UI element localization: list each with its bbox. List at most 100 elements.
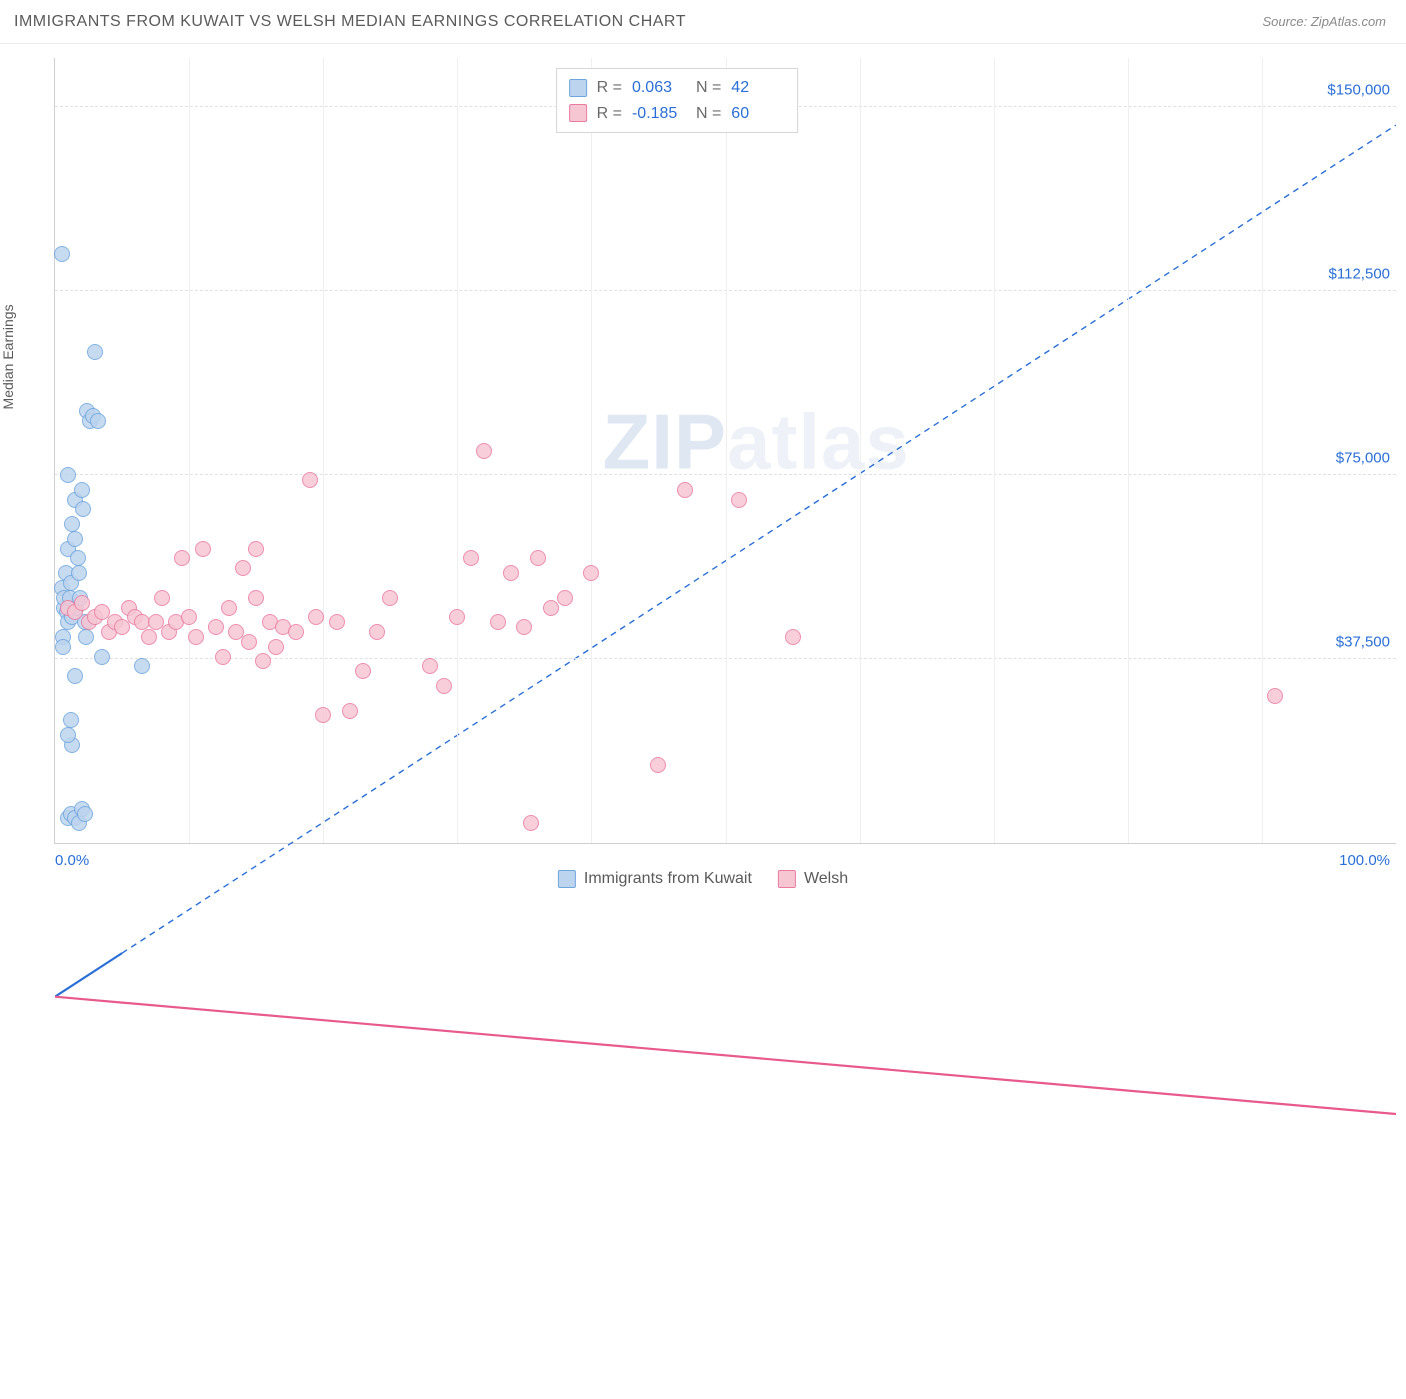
chart-area: Median Earnings ZIPatlas R =0.063N =42R … [38,48,1396,860]
data-point [530,550,546,566]
data-point [382,590,398,606]
stat-r-label: R = [597,101,622,127]
data-point [141,629,157,645]
y-tick-label: $150,000 [1327,82,1390,99]
data-point [255,653,271,669]
legend-label: Welsh [804,870,848,888]
source-label: Source: ZipAtlas.com [1262,14,1386,29]
data-point [78,629,94,645]
data-point [67,668,83,684]
gridline-v [457,58,458,843]
gridline-v [994,58,995,843]
data-point [54,246,70,262]
data-point [241,634,257,650]
stats-row: R = -0.185 N = 60 [569,101,786,127]
data-point [248,541,264,557]
series-swatch [569,104,587,122]
data-point [315,707,331,723]
stat-r-value: 0.063 [632,75,686,101]
gridline-v [726,58,727,843]
y-tick-label: $112,500 [1329,266,1390,283]
stat-n-value: 60 [731,101,785,127]
data-point [174,550,190,566]
gridline-v [1128,58,1129,843]
data-point [288,624,304,640]
series-swatch [558,870,576,888]
series-swatch [778,870,796,888]
gridline-v [591,58,592,843]
data-point [523,815,539,831]
legend: Immigrants from Kuwait Welsh [558,870,848,888]
data-point [60,727,76,743]
data-point [355,663,371,679]
data-point [90,413,106,429]
data-point [476,443,492,459]
data-point [154,590,170,606]
correlation-stats-box: R = 0.063 N = 42R = -0.185 N = 60 [556,68,799,133]
data-point [188,629,204,645]
gridline-v [323,58,324,843]
gridline-v [189,58,190,843]
data-point [221,600,237,616]
data-point [449,609,465,625]
data-point [134,658,150,674]
gridline-v [1262,58,1263,843]
data-point [543,600,559,616]
data-point [181,609,197,625]
data-point [503,565,519,581]
data-point [268,639,284,655]
data-point [55,639,71,655]
series-swatch [569,79,587,97]
data-point [60,467,76,483]
data-point [235,560,251,576]
data-point [63,712,79,728]
y-tick-label: $75,000 [1336,450,1390,467]
data-point [70,550,86,566]
data-point [308,609,324,625]
data-point [731,492,747,508]
data-point [195,541,211,557]
data-point [74,595,90,611]
stats-row: R =0.063N =42 [569,75,786,101]
gridline-v [860,58,861,843]
data-point [1267,688,1283,704]
legend-item: Immigrants from Kuwait [558,870,752,888]
y-axis-label: Median Earnings [0,304,16,409]
data-point [67,531,83,547]
data-point [114,619,130,635]
data-point [71,565,87,581]
stat-n-label: N = [696,75,721,101]
x-tick-max: 100.0% [1339,852,1390,869]
stat-n-label: N = [696,101,721,127]
data-point [75,501,91,517]
data-point [302,472,318,488]
data-point [74,482,90,498]
data-point [463,550,479,566]
legend-label: Immigrants from Kuwait [584,870,752,888]
data-point [785,629,801,645]
data-point [329,614,345,630]
data-point [208,619,224,635]
data-point [436,678,452,694]
data-point [422,658,438,674]
chart-title: IMMIGRANTS FROM KUWAIT VS WELSH MEDIAN E… [14,13,686,31]
data-point [369,624,385,640]
stat-n-value: 42 [731,75,785,101]
y-tick-label: $37,500 [1336,634,1390,651]
data-point [94,649,110,665]
data-point [64,516,80,532]
data-point [583,565,599,581]
data-point [557,590,573,606]
legend-item: Welsh [778,870,848,888]
data-point [342,703,358,719]
data-point [215,649,231,665]
x-tick-min: 0.0% [55,852,89,869]
data-point [650,757,666,773]
data-point [87,344,103,360]
data-point [77,806,93,822]
stat-r-value: -0.185 [632,101,686,127]
data-point [677,482,693,498]
data-point [516,619,532,635]
data-point [248,590,264,606]
data-point [490,614,506,630]
